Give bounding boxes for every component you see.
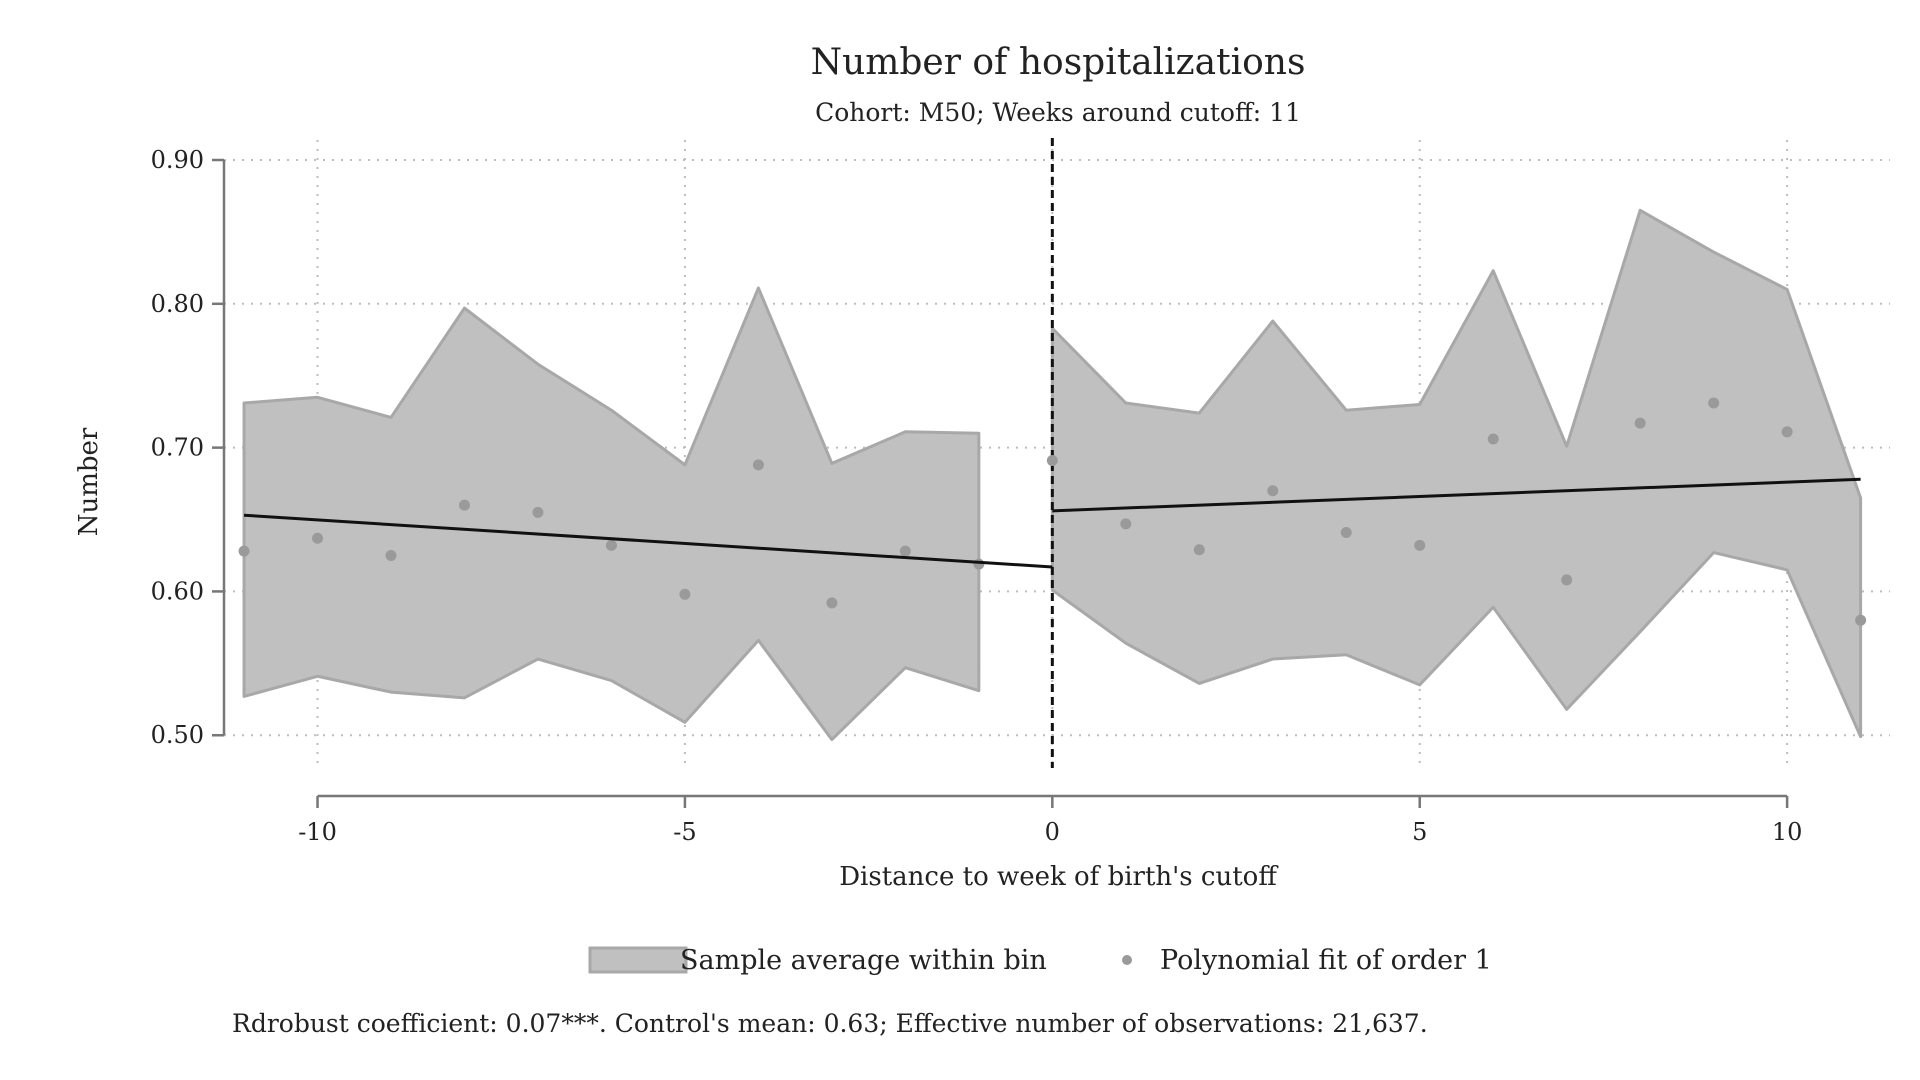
fit-layer [243, 477, 1861, 569]
bin-point-21 [1781, 426, 1793, 438]
bin-point-13 [1193, 544, 1205, 556]
bin-point-22 [1855, 614, 1867, 626]
legend-swatch-points [1122, 955, 1132, 965]
bin-point-16 [1414, 539, 1426, 551]
x-tick-label-2: 0 [1045, 818, 1060, 846]
legend-label-points: Polynomial fit of order 1 [1160, 945, 1492, 976]
y-axis: 0.50 0.60 0.70 0.80 0.90 [151, 146, 226, 749]
bin-point-19 [1634, 417, 1646, 429]
bin-point-20 [1708, 397, 1720, 409]
bin-point-15 [1340, 526, 1352, 538]
band-layer [242, 208, 1863, 742]
bin-point-2 [385, 549, 397, 561]
bin-point-5 [605, 539, 617, 551]
x-tick-label-3: 5 [1412, 818, 1427, 846]
bin-point-8 [826, 597, 838, 609]
fit-line-0 [243, 513, 1053, 569]
chart-note: Rdrobust coefficient: 0.07***. Control's… [232, 1009, 1428, 1038]
y-tick-label-1: 0.60 [151, 577, 204, 605]
legend-swatch-band [588, 946, 688, 974]
bin-point-6 [679, 588, 691, 600]
fit-line-1 [1052, 477, 1861, 513]
bin-point-7 [752, 459, 764, 471]
ci-band-0 [242, 286, 981, 742]
bin-point-11 [1046, 455, 1058, 467]
bin-point-3 [458, 499, 470, 511]
bin-point-9 [899, 545, 911, 557]
legend: Sample average within bin Polynomial fit… [588, 945, 1492, 976]
bin-point-17 [1487, 433, 1499, 445]
x-axis-label: Distance to week of birth's cutoff [839, 862, 1279, 892]
bin-point-18 [1561, 574, 1573, 586]
x-tick-label-1: -5 [673, 818, 696, 846]
x-axis: -10 -5 0 5 10 [298, 794, 1803, 846]
y-tick-label-2: 0.70 [151, 434, 204, 462]
x-tick-label-4: 10 [1772, 818, 1803, 846]
legend-label-band: Sample average within bin [680, 945, 1047, 976]
x-tick-label-0: -10 [298, 818, 337, 846]
bin-point-0 [238, 545, 250, 557]
chart-subtitle: Cohort: M50; Weeks around cutoff: 11 [815, 98, 1301, 127]
y-axis-label: Number [74, 427, 104, 536]
bin-point-1 [312, 532, 324, 544]
bin-point-10 [973, 558, 985, 570]
bin-point-4 [532, 506, 544, 518]
chart-title: Number of hospitalizations [811, 42, 1306, 83]
y-tick-label-4: 0.90 [151, 146, 204, 174]
bin-point-14 [1267, 485, 1279, 497]
y-tick-label-3: 0.80 [151, 290, 204, 318]
y-tick-label-0: 0.50 [151, 721, 204, 749]
point-layer [238, 397, 1867, 626]
ci-band-1 [1050, 208, 1863, 739]
bin-point-12 [1120, 518, 1132, 530]
